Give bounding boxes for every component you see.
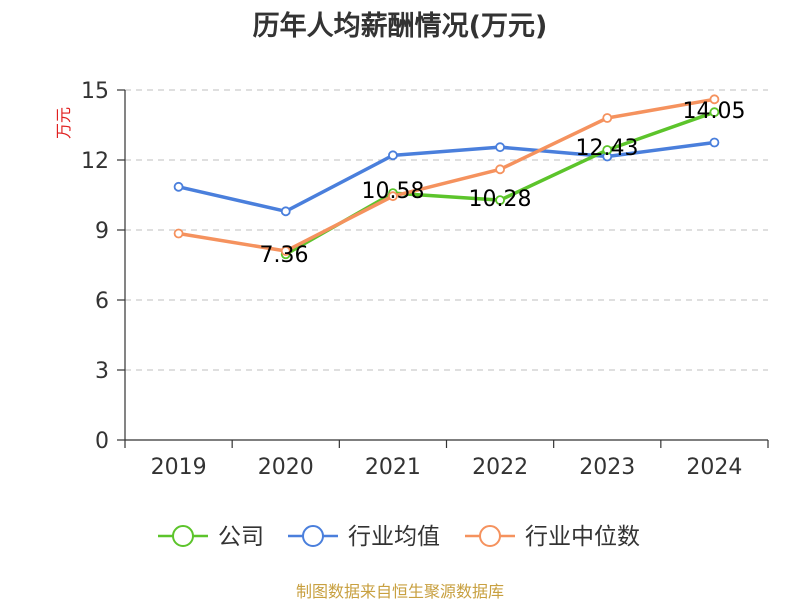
data-point: [709, 137, 720, 148]
legend-label: 公司: [218, 524, 264, 550]
y-tick-labels: 0 3 6 9 12 15: [81, 79, 109, 454]
legend-item: 公司: [158, 524, 264, 550]
legend-label: 行业中位数: [525, 524, 640, 550]
legend-item: 行业均值: [288, 524, 440, 550]
y-tick-label: 0: [95, 429, 109, 454]
data-point: [280, 206, 291, 217]
series-2: [173, 94, 720, 256]
legend: 公司 行业均值 行业中位数: [158, 524, 640, 550]
x-tick-label: 2024: [686, 455, 742, 480]
y-tick-label: 6: [95, 289, 109, 314]
axes: [117, 89, 769, 448]
x-tick-label: 2021: [365, 455, 421, 480]
data-point: [388, 150, 398, 161]
y-tick-label: 15: [81, 79, 109, 104]
data-label: 10.58: [362, 179, 425, 204]
data-label: 12.43: [576, 136, 639, 161]
series-1: [173, 137, 720, 217]
grid-lines: [125, 89, 768, 371]
data-point: [495, 195, 505, 206]
legend-label: 行业均值: [348, 524, 440, 550]
series-line: [284, 110, 717, 257]
data-point: [709, 94, 720, 105]
data-labels: 7.36 10.58 10.28 12.43 14.05: [260, 99, 746, 268]
series-0: [280, 107, 720, 260]
x-tick-labels: 2019 2020 2021 2022 2023 2024: [151, 455, 743, 480]
data-point: [388, 191, 398, 202]
series-lines: [173, 94, 720, 260]
y-tick-label: 12: [81, 149, 109, 174]
legend-item: 行业中位数: [465, 524, 640, 550]
chart-title: 历年人均薪酬情况(万元): [252, 11, 548, 42]
data-label: 14.05: [683, 99, 746, 124]
data-point: [173, 181, 184, 192]
data-point: [173, 228, 184, 239]
data-point: [709, 107, 720, 118]
x-tick-label: 2020: [258, 455, 314, 480]
x-tick-label: 2019: [151, 455, 207, 480]
y-tick-label: 3: [95, 359, 109, 384]
x-tick-label: 2023: [579, 455, 635, 480]
legend-marker: [479, 525, 501, 547]
series-line: [176, 140, 717, 214]
y-axis-label: 万元: [54, 107, 73, 139]
data-point: [495, 164, 505, 175]
data-label: 7.36: [260, 243, 309, 268]
data-point: [280, 246, 291, 256]
data-point: [495, 142, 505, 153]
legend-marker: [302, 525, 324, 547]
legend-marker: [172, 525, 194, 547]
data-label: 10.28: [469, 187, 532, 212]
data-point: [602, 113, 613, 123]
series-line: [176, 97, 717, 253]
y-tick-label: 9: [95, 219, 109, 244]
x-tick-label: 2022: [472, 455, 528, 480]
data-source-note: 制图数据来自恒生聚源数据库: [295, 582, 504, 601]
data-point: [602, 145, 613, 155]
